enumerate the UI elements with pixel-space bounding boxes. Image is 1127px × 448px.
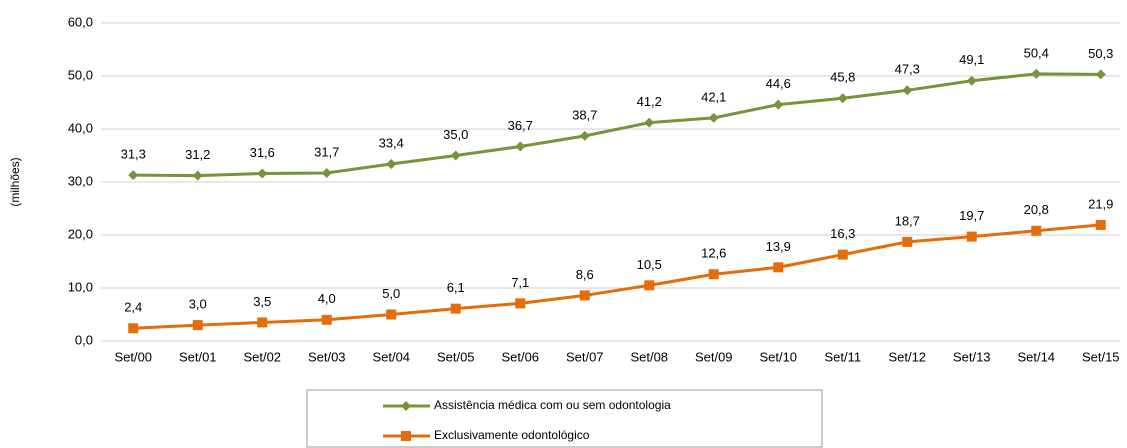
marker — [386, 158, 397, 169]
marker — [515, 298, 526, 309]
data-label: 12,6 — [701, 246, 726, 261]
data-label: 36,7 — [508, 118, 533, 133]
x-tick-label: Set/04 — [372, 349, 410, 364]
x-tick-label: Set/06 — [501, 349, 539, 364]
x-tick-label: Set/13 — [953, 349, 991, 364]
marker — [1095, 219, 1106, 230]
data-label: 35,0 — [443, 127, 468, 142]
y-tick-label: 10,0 — [68, 279, 93, 294]
legend-marker — [401, 431, 411, 441]
marker — [902, 85, 913, 96]
data-label: 41,2 — [637, 94, 662, 109]
x-tick-label: Set/08 — [630, 349, 668, 364]
marker — [1031, 225, 1042, 236]
marker — [708, 112, 719, 123]
marker — [192, 170, 203, 181]
marker — [1031, 68, 1042, 79]
marker — [773, 262, 784, 273]
data-label: 45,8 — [830, 70, 855, 85]
data-label: 3,0 — [189, 297, 207, 312]
data-label: 33,4 — [379, 135, 404, 150]
marker — [966, 75, 977, 86]
data-label: 31,6 — [250, 145, 275, 160]
marker — [386, 309, 397, 320]
marker — [450, 150, 461, 161]
x-tick-label: Set/01 — [179, 349, 217, 364]
legend-label: Assistência médica com ou sem odontologi… — [434, 398, 671, 412]
data-label: 10,5 — [637, 257, 662, 272]
data-label: 49,1 — [959, 52, 984, 67]
marker — [515, 141, 526, 152]
marker — [837, 249, 848, 260]
x-tick-label: Set/10 — [759, 349, 797, 364]
marker — [450, 303, 461, 314]
marker — [966, 231, 977, 242]
marker — [321, 314, 332, 325]
data-label: 21,9 — [1088, 196, 1113, 211]
y-tick-label: 30,0 — [68, 173, 93, 188]
y-tick-label: 20,0 — [68, 226, 93, 241]
data-label: 7,1 — [511, 275, 529, 290]
data-label: 4,0 — [318, 291, 336, 306]
series-line — [133, 72, 1101, 178]
marker — [644, 117, 655, 128]
x-tick-label: Set/00 — [114, 349, 152, 364]
x-tick-label: Set/15 — [1082, 349, 1120, 364]
data-label: 19,7 — [959, 208, 984, 223]
marker — [902, 236, 913, 247]
data-label: 44,6 — [766, 76, 791, 91]
marker — [579, 290, 590, 301]
data-label: 6,1 — [447, 280, 465, 295]
data-label: 18,7 — [895, 213, 920, 228]
data-label: 47,3 — [895, 62, 920, 77]
x-tick-label: Set/11 — [824, 349, 861, 364]
data-label: 50,3 — [1088, 46, 1113, 61]
marker — [257, 168, 268, 179]
x-tick-label: Set/09 — [695, 349, 733, 364]
marker — [257, 317, 268, 328]
data-label: 8,6 — [576, 267, 594, 282]
data-label: 31,2 — [185, 147, 210, 162]
data-label: 38,7 — [572, 107, 597, 122]
data-label: 31,3 — [121, 147, 146, 162]
marker — [192, 320, 203, 331]
y-tick-label: 60,0 — [68, 14, 93, 29]
y-tick-label: 50,0 — [68, 67, 93, 82]
data-label: 20,8 — [1024, 202, 1049, 217]
data-label: 31,7 — [314, 144, 339, 159]
y-axis-label: (milhões) — [8, 157, 22, 206]
marker — [579, 130, 590, 141]
x-tick-label: Set/05 — [437, 349, 475, 364]
x-tick-label: Set/03 — [308, 349, 346, 364]
data-label: 50,4 — [1024, 45, 1049, 60]
data-label: 3,5 — [253, 294, 271, 309]
marker — [321, 167, 332, 178]
x-tick-label: Set/07 — [566, 349, 604, 364]
data-label: 13,9 — [766, 239, 791, 254]
data-label: 16,3 — [830, 226, 855, 241]
y-tick-label: 0,0 — [75, 332, 93, 347]
x-tick-label: Set/12 — [888, 349, 926, 364]
marker — [128, 323, 139, 334]
legend-label: Exclusivamente odontológico — [434, 428, 590, 442]
marker — [773, 99, 784, 110]
marker — [128, 170, 139, 181]
x-tick-label: Set/14 — [1017, 349, 1055, 364]
series-line — [133, 223, 1101, 330]
y-tick-label: 40,0 — [68, 120, 93, 135]
data-label: 5,0 — [382, 286, 400, 301]
marker — [837, 93, 848, 104]
data-label: 42,1 — [701, 89, 726, 104]
marker — [1095, 69, 1106, 80]
marker — [644, 280, 655, 291]
legend-marker — [401, 401, 411, 411]
marker — [708, 269, 719, 280]
data-label: 2,4 — [124, 300, 142, 315]
x-tick-label: Set/02 — [243, 349, 281, 364]
